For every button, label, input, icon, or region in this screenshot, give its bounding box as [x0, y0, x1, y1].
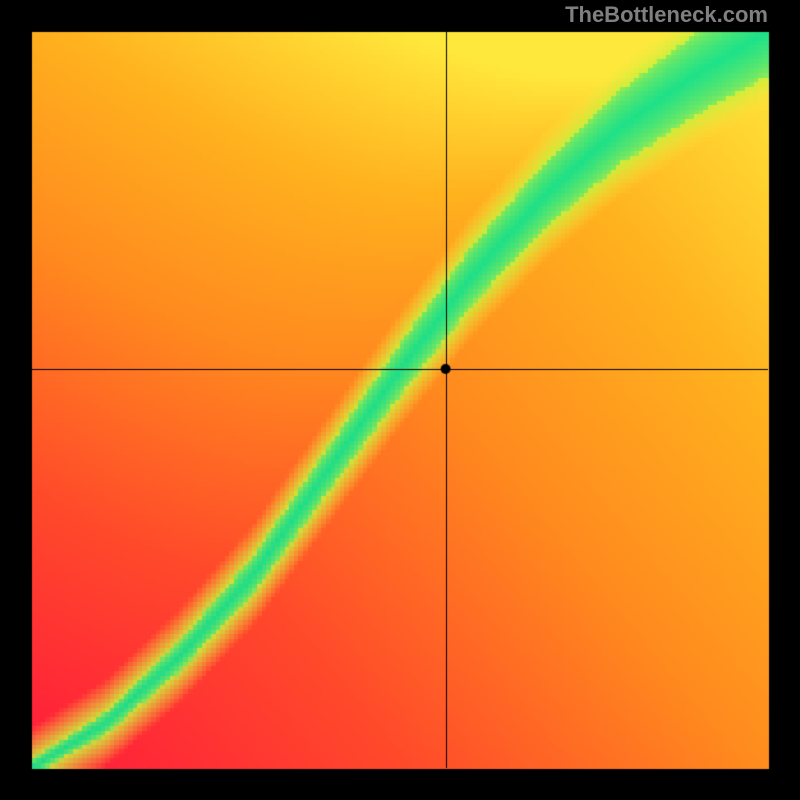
bottleneck-heatmap [0, 0, 800, 800]
